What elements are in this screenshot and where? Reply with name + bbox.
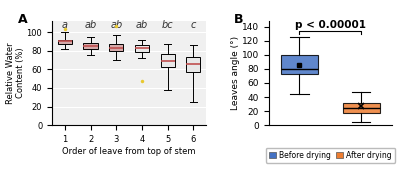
PathPatch shape bbox=[58, 39, 72, 44]
PathPatch shape bbox=[281, 55, 318, 74]
Legend: Before drying, After drying: Before drying, After drying bbox=[266, 148, 395, 163]
Text: c: c bbox=[191, 20, 196, 30]
Text: a: a bbox=[62, 20, 68, 30]
PathPatch shape bbox=[84, 43, 98, 49]
Text: p < 0.00001: p < 0.00001 bbox=[295, 20, 366, 30]
Text: ab: ab bbox=[110, 20, 122, 30]
PathPatch shape bbox=[343, 103, 380, 113]
Text: ab: ab bbox=[136, 20, 148, 30]
Text: A: A bbox=[18, 13, 28, 26]
Text: bc: bc bbox=[162, 20, 174, 30]
PathPatch shape bbox=[160, 54, 175, 68]
Y-axis label: Relative Water
Content (%): Relative Water Content (%) bbox=[6, 42, 25, 104]
Text: B: B bbox=[234, 13, 244, 26]
Y-axis label: Leaves angle (°): Leaves angle (°) bbox=[231, 36, 240, 110]
PathPatch shape bbox=[109, 44, 123, 51]
Text: ab: ab bbox=[84, 20, 97, 30]
PathPatch shape bbox=[135, 45, 149, 52]
X-axis label: Order of leave from top of stem: Order of leave from top of stem bbox=[62, 147, 196, 156]
PathPatch shape bbox=[186, 57, 200, 72]
